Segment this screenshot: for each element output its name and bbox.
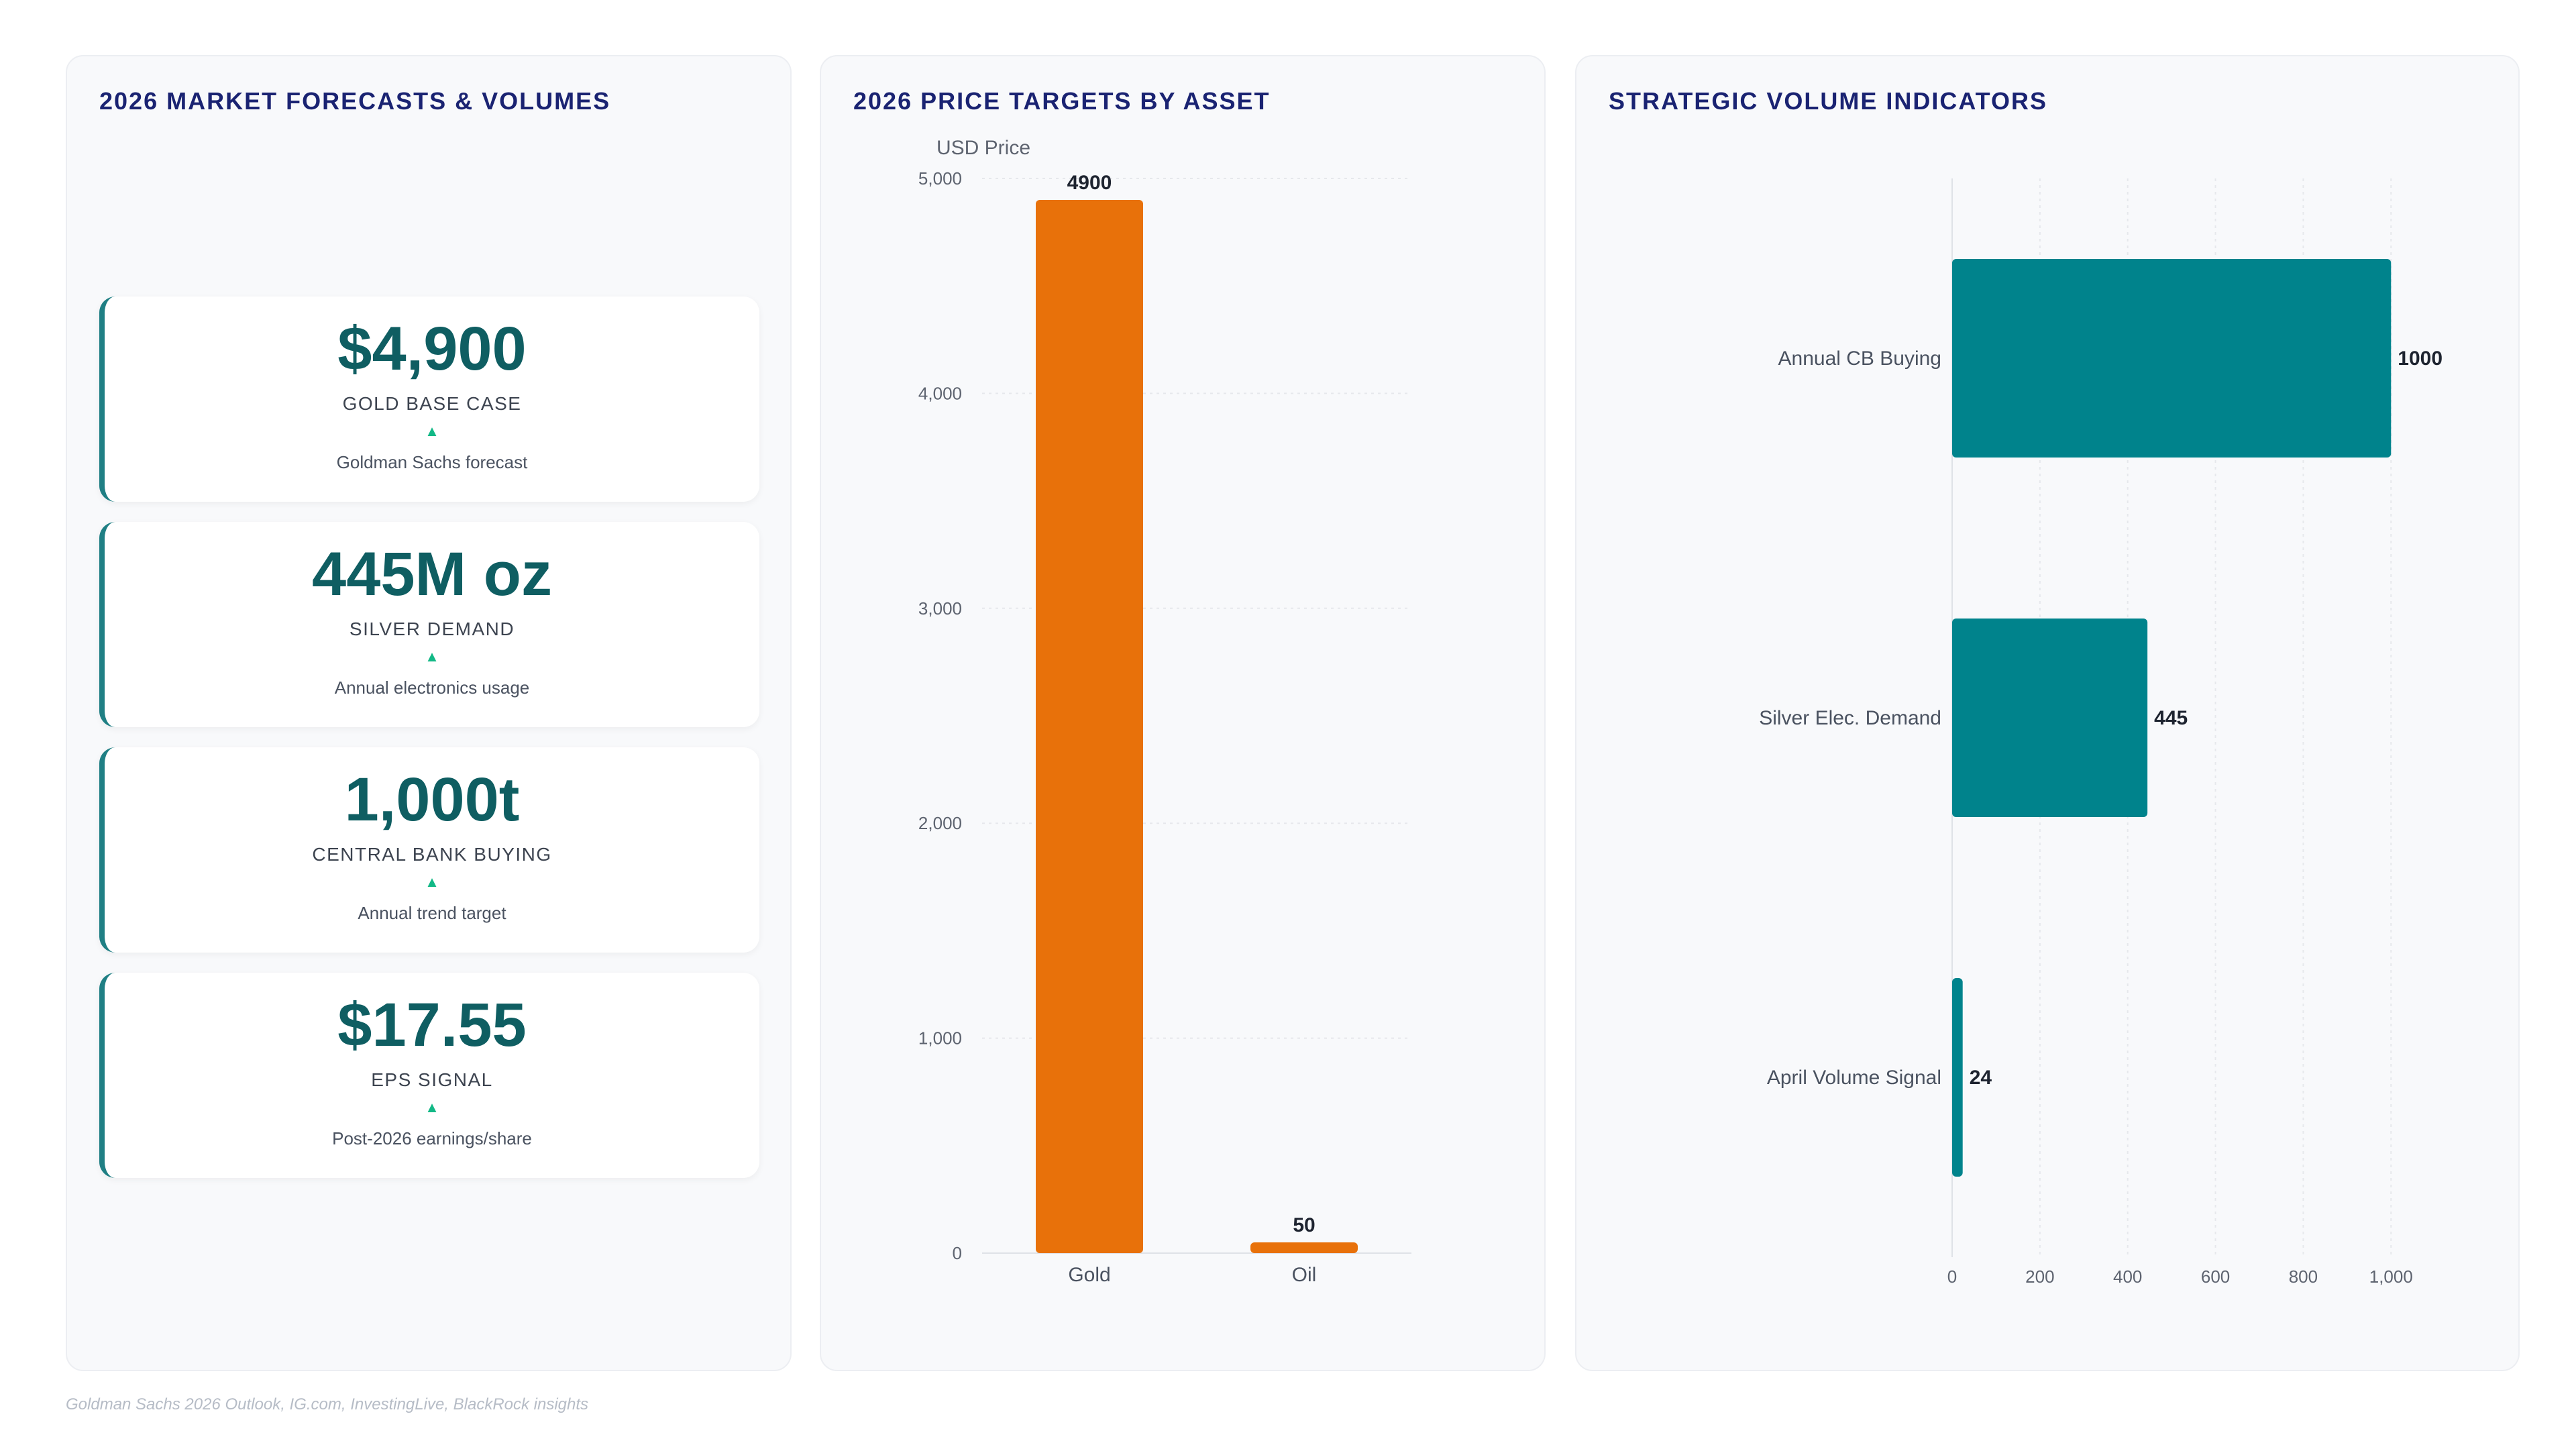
price-targets-chart: USD Price 0 1,000 2,000 3,000 4,000 5,000 4900 G… bbox=[918, 137, 1411, 1286]
y-tick-label: 3,000 bbox=[918, 598, 962, 619]
kpi-value: $4,900 bbox=[337, 315, 527, 383]
price-panel-title: 2026 PRICE TARGETS BY ASSET bbox=[853, 87, 1271, 115]
x-tick-label: 1,000 bbox=[2369, 1267, 2413, 1287]
volume-indicators-chart: 0 200 400 600 800 1,000 1000 Annual CB Buying 44… bbox=[1759, 178, 2443, 1287]
x-tick-label: 600 bbox=[2201, 1267, 2230, 1287]
kpi-subtext: Annual electronics usage bbox=[334, 678, 530, 698]
bar-oil bbox=[1250, 1242, 1358, 1253]
kpi-panel-title: 2026 MARKET FORECASTS & VOLUMES bbox=[99, 87, 611, 115]
kpi-label: CENTRAL BANK BUYING bbox=[312, 844, 552, 865]
y-tick-label: 0 bbox=[953, 1243, 962, 1263]
bar-value-label: 445 bbox=[2154, 707, 2188, 729]
kpi-card-silver: 445M oz SILVER DEMAND ▲ Annual electroni… bbox=[99, 522, 759, 727]
kpi-card-gold: $4,900 GOLD BASE CASE ▲ Goldman Sachs fo… bbox=[99, 297, 759, 502]
bar-silver-elec-demand bbox=[1952, 619, 2148, 817]
kpi-card-central-bank: 1,000t CENTRAL BANK BUYING ▲ Annual tren… bbox=[99, 747, 759, 953]
trend-up-icon: ▲ bbox=[425, 873, 439, 890]
source-footnote: Goldman Sachs 2026 Outlook, IG.com, Inve… bbox=[66, 1395, 589, 1413]
trend-up-icon: ▲ bbox=[425, 1099, 439, 1116]
kpi-subtext: Annual trend target bbox=[358, 903, 506, 923]
kpi-value: $17.55 bbox=[337, 991, 527, 1059]
bar-annual-cb-buying bbox=[1952, 259, 2392, 458]
y-tick-label: 1,000 bbox=[918, 1028, 962, 1049]
y-category-label: Silver Elec. Demand bbox=[1759, 707, 1941, 729]
bar-value-label: 1000 bbox=[2398, 347, 2443, 370]
x-category-label: Oil bbox=[1292, 1264, 1317, 1286]
trend-up-icon: ▲ bbox=[425, 423, 439, 439]
kpi-subtext: Goldman Sachs forecast bbox=[336, 452, 528, 472]
y-axis-title: USD Price bbox=[936, 137, 1030, 159]
bar-value-label: 24 bbox=[1970, 1067, 1992, 1089]
y-tick-label: 5,000 bbox=[918, 168, 962, 189]
y-tick-label: 4,000 bbox=[918, 383, 962, 403]
x-category-label: Gold bbox=[1068, 1264, 1110, 1286]
bar-april-volume-signal bbox=[1952, 978, 1963, 1177]
kpi-label: SILVER DEMAND bbox=[349, 619, 515, 639]
volume-indicators-panel: STRATEGIC VOLUME INDICATORS 0 200 400 600 80… bbox=[1575, 55, 2520, 1371]
kpi-subtext: Post-2026 earnings/share bbox=[332, 1128, 532, 1148]
kpi-value: 445M oz bbox=[312, 540, 552, 608]
x-tick-label: 200 bbox=[2025, 1267, 2054, 1287]
y-category-label: April Volume Signal bbox=[1767, 1067, 1941, 1089]
kpi-label: GOLD BASE CASE bbox=[342, 393, 522, 414]
bar-value-label: 50 bbox=[1293, 1214, 1315, 1236]
x-tick-label: 800 bbox=[2289, 1267, 2318, 1287]
x-tick-label: 400 bbox=[2113, 1267, 2142, 1287]
volume-panel-title: STRATEGIC VOLUME INDICATORS bbox=[1609, 87, 2048, 115]
x-tick-label: 0 bbox=[1947, 1267, 1957, 1287]
bar-value-label: 4900 bbox=[1067, 172, 1112, 194]
price-targets-panel: 2026 PRICE TARGETS BY ASSET USD Price 0 1,… bbox=[820, 55, 1546, 1371]
y-category-label: Annual CB Buying bbox=[1778, 347, 1942, 370]
kpi-panel: 2026 MARKET FORECASTS & VOLUMES $4,900 G… bbox=[66, 55, 792, 1371]
trend-up-icon: ▲ bbox=[425, 648, 439, 665]
kpi-label: EPS SIGNAL bbox=[371, 1069, 493, 1090]
bar-gold bbox=[1036, 200, 1143, 1253]
kpi-card-eps: $17.55 EPS SIGNAL ▲ Post-2026 earnings/s… bbox=[99, 973, 759, 1178]
y-tick-label: 2,000 bbox=[918, 813, 962, 833]
kpi-value: 1,000t bbox=[344, 765, 520, 834]
